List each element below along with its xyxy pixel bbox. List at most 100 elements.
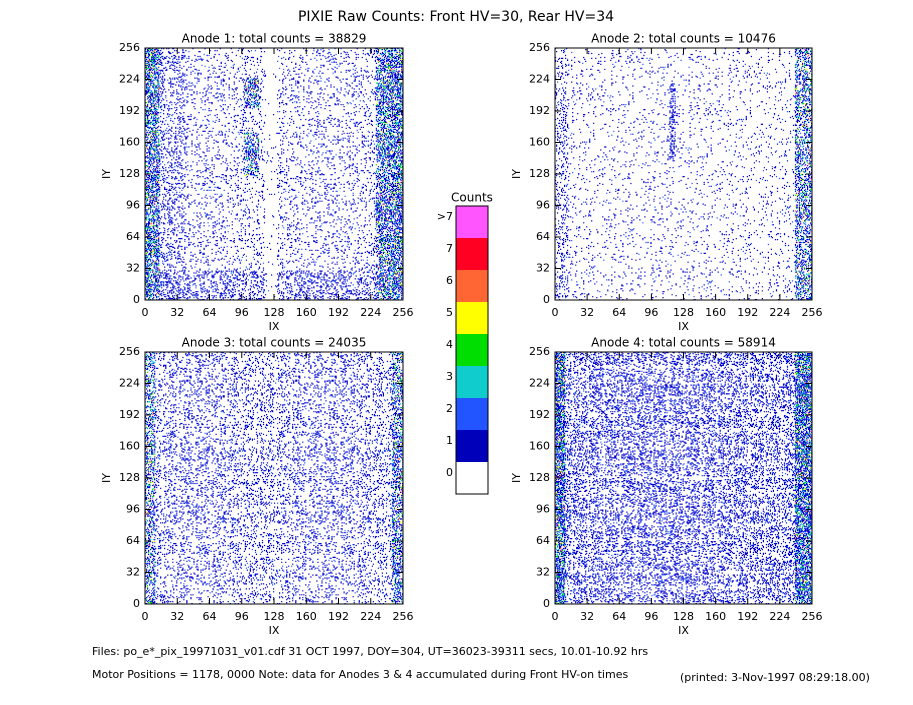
count-texture xyxy=(555,48,813,301)
y-axis-label: IY xyxy=(510,169,523,179)
x-tick-label: 192 xyxy=(328,610,349,623)
footer-motor: Motor Positions = 1178, 0000 Note: data … xyxy=(92,668,628,681)
panel-title: Anode 4: total counts = 58914 xyxy=(591,336,776,350)
y-tick-label: 128 xyxy=(529,471,550,484)
x-tick-label: 160 xyxy=(296,610,317,623)
x-axis-label: IX xyxy=(678,320,689,333)
y-tick-label: 160 xyxy=(529,136,550,149)
x-tick-label: 96 xyxy=(644,610,658,623)
x-tick-label: 0 xyxy=(552,610,559,623)
colorbar-label: 4 xyxy=(446,338,453,351)
colorbar-label: 1 xyxy=(446,434,453,447)
x-tick-label: 256 xyxy=(393,610,414,623)
x-tick-label: 192 xyxy=(328,306,349,319)
y-tick-label: 224 xyxy=(529,377,550,390)
x-tick-label: 224 xyxy=(769,610,790,623)
x-tick-label: 224 xyxy=(360,610,381,623)
count-texture xyxy=(145,48,404,300)
y-tick-label: 160 xyxy=(529,440,550,453)
x-tick-label: 64 xyxy=(203,610,217,623)
x-tick-label: 224 xyxy=(769,306,790,319)
y-tick-label: 256 xyxy=(529,41,550,54)
x-tick-label: 256 xyxy=(802,306,823,319)
y-tick-label: 64 xyxy=(126,534,140,547)
y-tick-label: 64 xyxy=(536,230,550,243)
count-texture xyxy=(145,48,404,301)
y-tick-label: 192 xyxy=(119,408,140,421)
y-tick-label: 256 xyxy=(119,41,140,54)
colorbar-title: Counts xyxy=(451,191,493,205)
colorbar-swatch xyxy=(456,334,488,366)
colorbar-label: >7 xyxy=(437,210,453,223)
y-tick-label: 224 xyxy=(119,73,140,86)
y-axis-label: IY xyxy=(100,169,113,179)
x-tick-label: 256 xyxy=(393,306,414,319)
x-tick-label: 96 xyxy=(235,610,249,623)
x-tick-label: 128 xyxy=(673,306,694,319)
y-tick-label: 96 xyxy=(536,199,550,212)
x-tick-label: 192 xyxy=(737,306,758,319)
x-tick-label: 192 xyxy=(737,610,758,623)
x-tick-label: 160 xyxy=(296,306,317,319)
panel-title: Anode 3: total counts = 24035 xyxy=(182,336,367,350)
y-tick-label: 256 xyxy=(119,345,140,358)
y-tick-label: 224 xyxy=(119,377,140,390)
x-tick-label: 32 xyxy=(170,610,184,623)
x-tick-label: 32 xyxy=(170,306,184,319)
y-tick-label: 32 xyxy=(126,566,140,579)
y-tick-label: 128 xyxy=(529,167,550,180)
panel-title: Anode 1: total counts = 38829 xyxy=(182,32,367,46)
x-tick-label: 128 xyxy=(264,610,285,623)
x-tick-label: 32 xyxy=(580,306,594,319)
count-texture xyxy=(555,352,813,605)
x-tick-label: 128 xyxy=(673,610,694,623)
plot-frame xyxy=(554,47,813,301)
y-tick-label: 224 xyxy=(529,73,550,86)
y-tick-label: 192 xyxy=(119,104,140,117)
footer-files: Files: po_e*_pix_19971031_v01.cdf 31 OCT… xyxy=(92,645,648,658)
count-texture xyxy=(555,48,813,301)
colorbar-swatch xyxy=(456,430,488,462)
x-tick-label: 160 xyxy=(705,306,726,319)
x-tick-label: 160 xyxy=(705,610,726,623)
y-tick-label: 0 xyxy=(543,597,550,610)
y-tick-label: 32 xyxy=(126,262,140,275)
y-tick-label: 0 xyxy=(133,597,140,610)
count-texture xyxy=(145,352,404,605)
x-tick-label: 128 xyxy=(264,306,285,319)
colorbar-label: 7 xyxy=(446,242,453,255)
y-tick-label: 0 xyxy=(543,293,550,306)
colorbar-label: 2 xyxy=(446,402,453,415)
x-axis-label: IX xyxy=(269,320,280,333)
y-tick-label: 160 xyxy=(119,136,140,149)
colorbar-swatch xyxy=(456,270,488,302)
y-tick-label: 256 xyxy=(529,345,550,358)
x-tick-label: 0 xyxy=(142,306,149,319)
y-axis-label: IY xyxy=(510,473,523,483)
colorbar-swatch xyxy=(456,366,488,398)
y-tick-label: 128 xyxy=(119,471,140,484)
y-tick-label: 0 xyxy=(133,293,140,306)
x-tick-label: 0 xyxy=(142,610,149,623)
panel-title: Anode 2: total counts = 10476 xyxy=(591,32,776,46)
x-tick-label: 224 xyxy=(360,306,381,319)
x-tick-label: 64 xyxy=(612,610,626,623)
y-tick-label: 64 xyxy=(536,534,550,547)
y-tick-label: 160 xyxy=(119,440,140,453)
colorbar-swatch xyxy=(456,462,488,494)
main-title: PIXIE Raw Counts: Front HV=30, Rear HV=3… xyxy=(298,9,614,25)
y-axis-label: IY xyxy=(100,473,113,483)
x-axis-label: IX xyxy=(678,624,689,637)
colorbar-swatch xyxy=(456,398,488,430)
y-tick-label: 128 xyxy=(119,167,140,180)
y-tick-label: 96 xyxy=(126,503,140,516)
y-tick-label: 64 xyxy=(126,230,140,243)
x-tick-label: 0 xyxy=(552,306,559,319)
y-tick-label: 32 xyxy=(536,566,550,579)
y-tick-label: 96 xyxy=(126,199,140,212)
colorbar-swatch xyxy=(456,238,488,270)
y-tick-label: 96 xyxy=(536,503,550,516)
colorbar-swatch xyxy=(456,302,488,334)
x-tick-label: 64 xyxy=(612,306,626,319)
